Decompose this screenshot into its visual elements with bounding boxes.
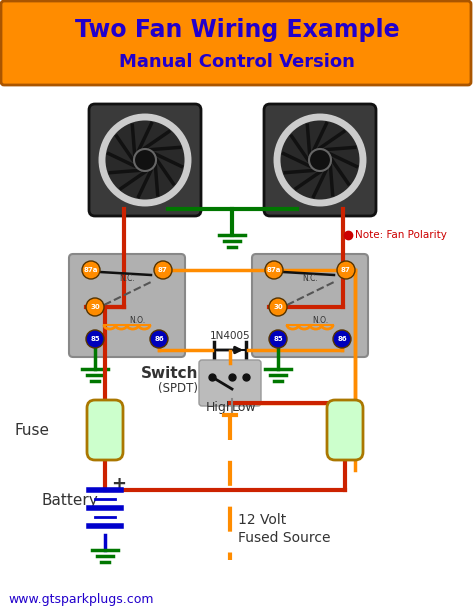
Text: Low: Low [232,400,256,414]
Text: Manual Control Version: Manual Control Version [119,53,355,71]
Text: 1N4005: 1N4005 [210,331,250,341]
Circle shape [265,261,283,279]
FancyBboxPatch shape [87,400,123,460]
Text: 12 Volt: 12 Volt [238,513,286,527]
Text: Switch: Switch [140,365,198,381]
Circle shape [150,330,168,348]
FancyBboxPatch shape [69,254,185,357]
Circle shape [269,330,287,348]
Text: 30: 30 [90,304,100,310]
FancyBboxPatch shape [264,104,376,216]
Text: 86: 86 [154,336,164,342]
Text: N.O.: N.O. [129,316,145,324]
Text: N.O.: N.O. [312,316,328,324]
Text: N.C.: N.C. [302,273,318,283]
Circle shape [86,330,104,348]
Circle shape [333,330,351,348]
Text: 85: 85 [273,336,283,342]
Text: 86: 86 [337,336,347,342]
Text: Fused Source: Fused Source [238,531,330,545]
Text: Fuse: Fuse [15,422,50,438]
Circle shape [269,298,287,316]
Text: 87: 87 [341,267,351,273]
Text: High: High [206,400,234,414]
FancyBboxPatch shape [199,360,261,406]
FancyBboxPatch shape [252,254,368,357]
FancyBboxPatch shape [327,400,363,460]
Text: 30: 30 [273,304,283,310]
Circle shape [134,149,156,171]
Text: 85: 85 [90,336,100,342]
Text: (SPDT): (SPDT) [158,381,198,395]
Circle shape [309,149,331,171]
Text: 87a: 87a [267,267,281,273]
Circle shape [101,116,189,204]
FancyBboxPatch shape [89,104,201,216]
Text: Two Fan Wiring Example: Two Fan Wiring Example [75,18,399,42]
Text: www.gtsparkplugs.com: www.gtsparkplugs.com [8,593,154,606]
Text: Battery: Battery [42,492,99,508]
Circle shape [82,261,100,279]
Text: N.C.: N.C. [119,273,135,283]
Circle shape [276,116,364,204]
FancyBboxPatch shape [1,1,471,85]
Text: 87: 87 [158,267,168,273]
Text: +: + [111,475,127,493]
Circle shape [86,298,104,316]
Circle shape [337,261,355,279]
Circle shape [154,261,172,279]
Text: 87a: 87a [84,267,98,273]
Text: Note: Fan Polarity: Note: Fan Polarity [355,230,447,240]
